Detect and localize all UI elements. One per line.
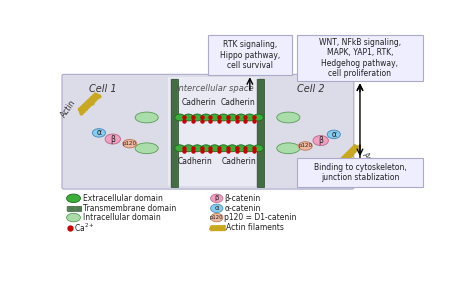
Text: Intercellular space: Intercellular space — [176, 84, 253, 93]
Ellipse shape — [210, 145, 219, 152]
Ellipse shape — [183, 145, 193, 152]
Bar — [257, 79, 264, 187]
Text: α-catenin: α-catenin — [225, 204, 261, 213]
Ellipse shape — [123, 139, 137, 148]
Text: β: β — [215, 195, 219, 201]
Ellipse shape — [245, 114, 255, 121]
Text: p120 = D1-catenin: p120 = D1-catenin — [225, 213, 297, 222]
Ellipse shape — [210, 194, 223, 202]
Ellipse shape — [245, 145, 255, 152]
Text: α: α — [331, 130, 336, 139]
Ellipse shape — [175, 145, 185, 152]
Text: Binding to cytoskeleton,
junction stablization: Binding to cytoskeleton, junction stabli… — [314, 163, 406, 182]
Text: WNT, NFkB signaling,
MAPK, YAP1, RTK,
Hedgehog pathway,
cell proliferation: WNT, NFkB signaling, MAPK, YAP1, RTK, He… — [319, 38, 401, 78]
Text: β: β — [110, 134, 115, 144]
Ellipse shape — [253, 145, 264, 152]
Ellipse shape — [135, 112, 158, 123]
Ellipse shape — [236, 114, 246, 121]
Text: Actin: Actin — [361, 151, 379, 172]
Text: p120: p120 — [210, 215, 224, 220]
Ellipse shape — [105, 134, 120, 144]
Text: Cell 1: Cell 1 — [89, 84, 117, 94]
Ellipse shape — [201, 145, 211, 152]
Text: α: α — [96, 128, 101, 137]
Bar — [67, 206, 81, 211]
Text: β-catenin: β-catenin — [225, 194, 261, 203]
Ellipse shape — [227, 114, 237, 121]
Ellipse shape — [298, 142, 312, 150]
Ellipse shape — [210, 213, 223, 222]
Ellipse shape — [135, 143, 158, 154]
Text: Ca$^{2+}$: Ca$^{2+}$ — [74, 221, 95, 234]
Ellipse shape — [219, 145, 228, 152]
Ellipse shape — [192, 114, 202, 121]
Text: Actin filaments: Actin filaments — [226, 223, 284, 232]
FancyBboxPatch shape — [208, 35, 292, 75]
Text: Cadherin: Cadherin — [182, 98, 217, 108]
Text: p120: p120 — [123, 141, 137, 146]
Ellipse shape — [192, 145, 202, 152]
FancyBboxPatch shape — [297, 35, 423, 81]
Text: Cadherin: Cadherin — [220, 98, 255, 108]
Ellipse shape — [219, 114, 228, 121]
Text: Transmembrane domain: Transmembrane domain — [83, 204, 176, 213]
Ellipse shape — [253, 114, 264, 121]
Ellipse shape — [210, 204, 223, 212]
Text: p120: p120 — [298, 144, 312, 148]
Ellipse shape — [66, 194, 81, 202]
Text: Cell 2: Cell 2 — [297, 84, 325, 94]
Ellipse shape — [201, 114, 211, 121]
Bar — [171, 79, 178, 187]
Ellipse shape — [66, 213, 81, 222]
Text: Actin: Actin — [59, 98, 77, 119]
Ellipse shape — [327, 130, 340, 139]
Ellipse shape — [210, 114, 219, 121]
Ellipse shape — [313, 136, 328, 146]
Text: Cadherin: Cadherin — [222, 157, 256, 166]
Ellipse shape — [92, 129, 106, 137]
Ellipse shape — [175, 114, 185, 121]
Ellipse shape — [277, 143, 300, 154]
Text: RTK signaling,
Hippo pathway,
cell survival: RTK signaling, Hippo pathway, cell survi… — [220, 40, 280, 70]
Ellipse shape — [227, 145, 237, 152]
Text: β: β — [318, 136, 323, 145]
FancyBboxPatch shape — [168, 78, 259, 186]
Text: Cadherin: Cadherin — [178, 157, 212, 166]
Text: Intracellular domain: Intracellular domain — [83, 213, 161, 222]
Ellipse shape — [183, 114, 193, 121]
Ellipse shape — [277, 112, 300, 123]
FancyBboxPatch shape — [62, 74, 354, 189]
FancyBboxPatch shape — [297, 158, 423, 187]
Ellipse shape — [236, 145, 246, 152]
Text: α: α — [214, 205, 219, 211]
Text: Extracellular domain: Extracellular domain — [83, 194, 163, 203]
